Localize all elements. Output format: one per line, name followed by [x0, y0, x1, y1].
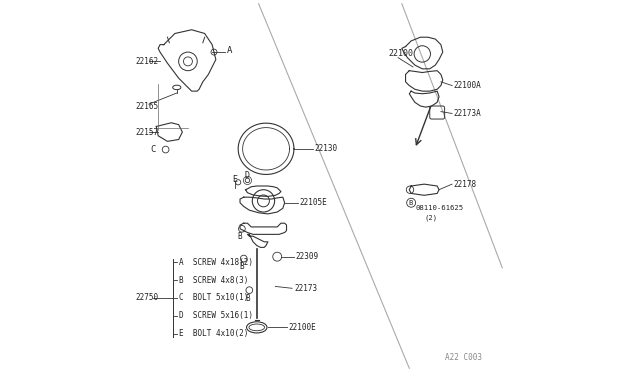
Text: C  BOLT 5x10(1): C BOLT 5x10(1) [179, 294, 248, 302]
Text: 22157: 22157 [136, 128, 159, 137]
Text: 22309: 22309 [296, 252, 319, 261]
Text: C: C [151, 145, 156, 154]
Text: 08110-61625: 08110-61625 [416, 205, 464, 211]
Text: 22130: 22130 [314, 144, 337, 153]
Text: 22100: 22100 [389, 49, 414, 58]
Text: 22100A: 22100A [453, 81, 481, 90]
Text: D  SCREW 5x16(1): D SCREW 5x16(1) [179, 311, 253, 320]
Text: B: B [239, 262, 244, 271]
Text: 22173: 22173 [294, 284, 317, 293]
Text: B: B [237, 232, 243, 241]
Text: B: B [245, 294, 250, 303]
Text: (2): (2) [424, 214, 437, 221]
Text: 22178: 22178 [453, 180, 476, 189]
Text: A: A [227, 46, 232, 55]
Text: B  SCREW 4x8(3): B SCREW 4x8(3) [179, 276, 248, 285]
Text: 22100E: 22100E [289, 323, 316, 332]
Text: 22162: 22162 [136, 57, 159, 66]
Text: 22750: 22750 [136, 294, 159, 302]
Text: A  SCREW 4x18(2): A SCREW 4x18(2) [179, 258, 253, 267]
Text: E: E [232, 175, 237, 184]
Text: 22173A: 22173A [453, 109, 481, 118]
Text: E  BOLT 4x10(2): E BOLT 4x10(2) [179, 329, 248, 338]
Text: D: D [245, 171, 250, 180]
Text: B: B [408, 200, 412, 206]
Text: 22105E: 22105E [300, 198, 327, 207]
Text: A22 C003: A22 C003 [445, 353, 482, 362]
Text: 22165: 22165 [136, 102, 159, 110]
